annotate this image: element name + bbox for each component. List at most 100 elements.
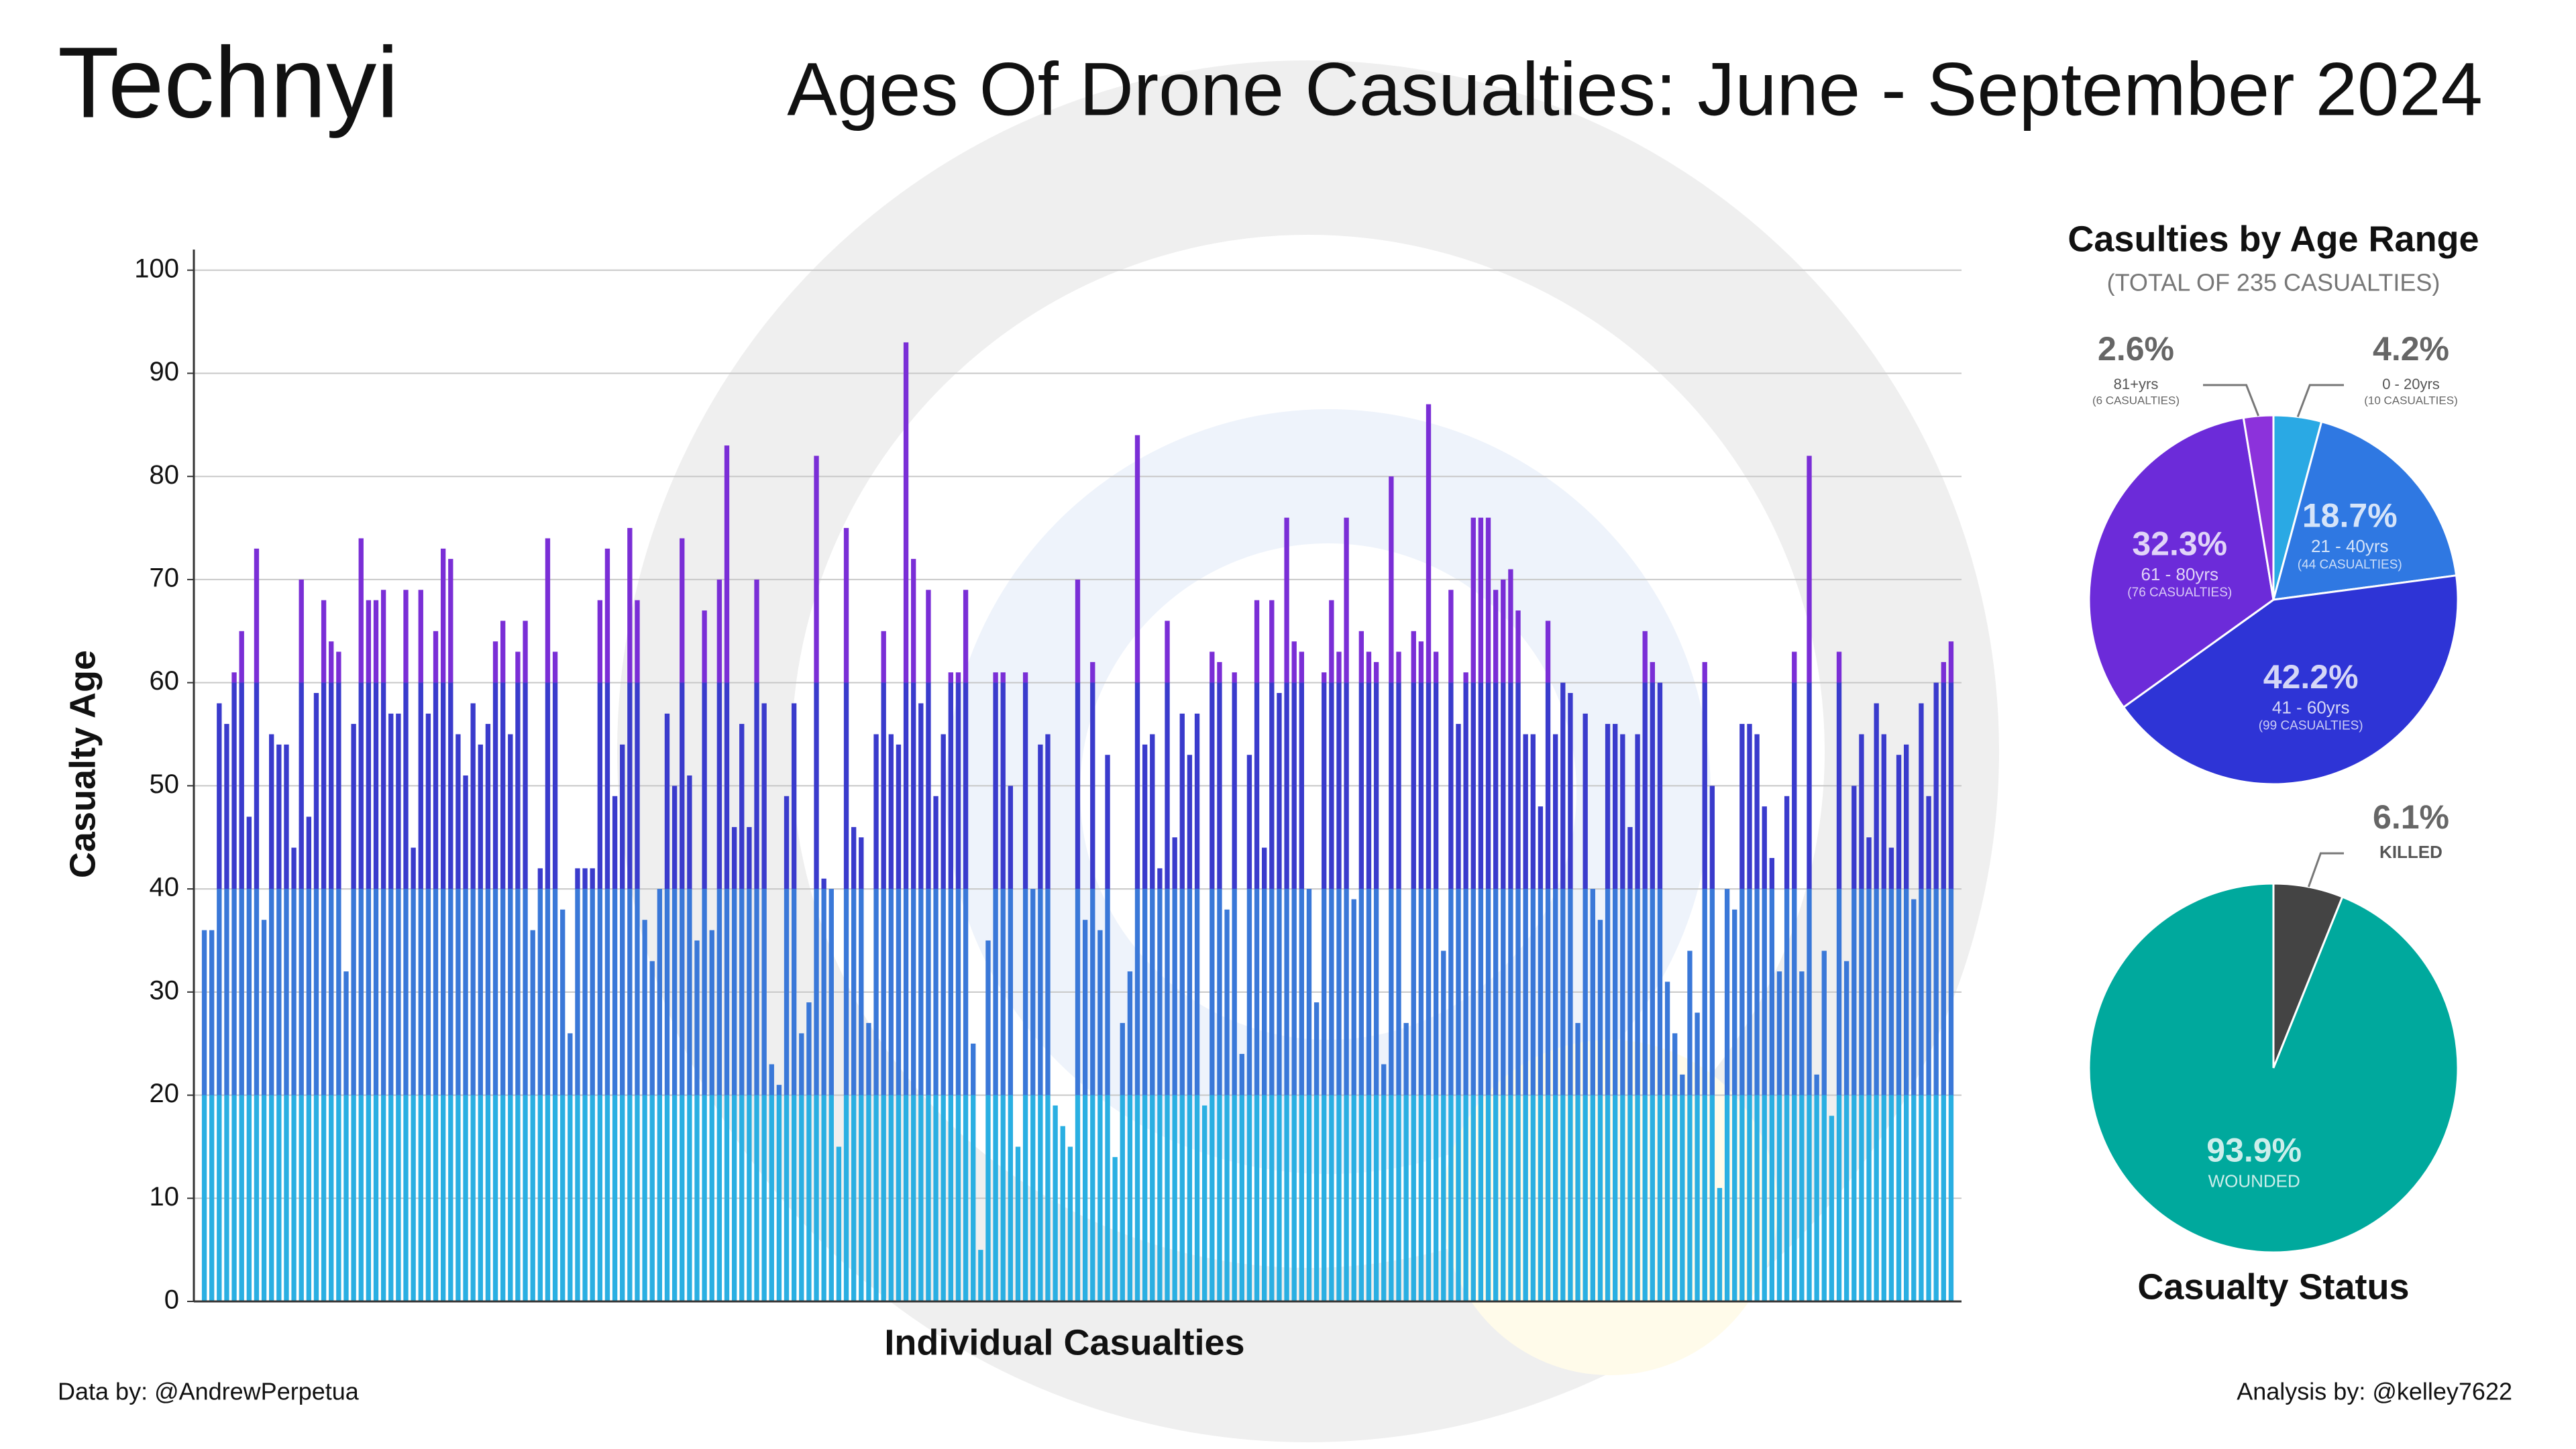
- bar: [411, 847, 416, 1301]
- bar: [523, 621, 528, 1301]
- slice-count-label: (10 CASUALTIES): [2364, 394, 2458, 407]
- bar: [1784, 796, 1790, 1301]
- bar: [1344, 517, 1349, 1301]
- bar: [306, 816, 312, 1301]
- bar: [396, 713, 401, 1301]
- bar: [366, 600, 372, 1301]
- bar: [799, 1033, 804, 1301]
- bar: [246, 816, 252, 1301]
- slice-value-label: 2.6%: [2098, 330, 2174, 368]
- footer-source: Data by: @AndrewPerpetua: [58, 1378, 360, 1405]
- slice-value-label: 4.2%: [2373, 330, 2449, 368]
- y-tick-label: 90: [150, 357, 180, 386]
- leader-line: [2296, 384, 2344, 417]
- bar: [425, 713, 431, 1301]
- slice-label: 0 - 20yrs: [2382, 376, 2440, 392]
- bar: [1306, 889, 1312, 1301]
- slice-value-label: 18.7%: [2302, 497, 2398, 535]
- bar: [1508, 569, 1513, 1301]
- bar: [911, 559, 916, 1301]
- bar: [1642, 631, 1648, 1301]
- bar: [1829, 1116, 1835, 1301]
- slice-value-label: 32.3%: [2132, 525, 2227, 562]
- y-tick-label: 10: [150, 1182, 180, 1212]
- bar: [1859, 734, 1864, 1301]
- bar: [1172, 837, 1177, 1301]
- bar: [201, 930, 207, 1301]
- footer-analysis: Analysis by: @kelley7622: [2237, 1378, 2512, 1405]
- bar: [680, 538, 685, 1301]
- bar: [1888, 847, 1894, 1301]
- bar: [1254, 600, 1260, 1301]
- bar: [828, 889, 834, 1301]
- bar: [1060, 1126, 1065, 1301]
- bar: [784, 796, 790, 1301]
- bar: [1389, 476, 1394, 1302]
- bar: [985, 940, 991, 1301]
- bar: [530, 930, 535, 1301]
- bar: [1792, 651, 1797, 1301]
- bar: [1097, 930, 1103, 1301]
- bar: [1493, 590, 1499, 1301]
- bar: [291, 847, 297, 1301]
- bar: [1776, 971, 1782, 1301]
- y-tick-label: 0: [164, 1285, 179, 1315]
- pie-title: Casulties by Age Range: [2068, 219, 2479, 259]
- bar: [1501, 579, 1506, 1301]
- pie-subtitle: (TOTAL OF 235 CASUALTIES): [2107, 269, 2440, 297]
- bar: [1448, 590, 1454, 1301]
- bar: [1903, 744, 1909, 1301]
- bar: [597, 600, 603, 1301]
- bar: [1396, 651, 1401, 1301]
- bar: [388, 713, 394, 1301]
- bar: [761, 703, 767, 1301]
- slice-label: 21 - 40yrs: [2311, 536, 2389, 556]
- bar: [1948, 641, 1954, 1301]
- bar: [1881, 734, 1886, 1301]
- bar: [1478, 517, 1484, 1301]
- bar: [731, 826, 737, 1301]
- y-tick-label: 80: [150, 460, 180, 490]
- bar: [1403, 1022, 1409, 1301]
- bar: [1232, 672, 1237, 1301]
- bar: [888, 734, 894, 1301]
- bar: [1582, 713, 1588, 1301]
- bar: [329, 641, 334, 1301]
- bar: [515, 651, 521, 1301]
- bar: [687, 775, 692, 1301]
- bar: [380, 590, 386, 1301]
- bar: [455, 734, 461, 1301]
- pie-title: Casualty Status: [2137, 1267, 2409, 1307]
- bar: [500, 621, 506, 1301]
- bar: [1664, 981, 1670, 1301]
- bar: [1747, 724, 1752, 1301]
- bar: [1560, 682, 1566, 1301]
- slice-count-label: (6 CASUALTIES): [2092, 394, 2180, 407]
- bar: [664, 713, 670, 1301]
- bar: [612, 796, 618, 1301]
- bar: [821, 878, 826, 1301]
- bar: [754, 579, 759, 1301]
- bar: [1911, 899, 1917, 1301]
- slice-label: 41 - 60yrs: [2272, 698, 2350, 718]
- pie-charts: 4.2% 0 - 20yrs (10 CASUALTIES) 18.7%21 - 40…: [2088, 330, 2459, 1254]
- bar: [672, 786, 678, 1301]
- slice-label: KILLED: [2379, 842, 2443, 862]
- bar: [1515, 610, 1521, 1301]
- bar: [1030, 889, 1036, 1301]
- bar: [1373, 661, 1379, 1301]
- bar: [1754, 734, 1760, 1301]
- bar: [1732, 909, 1737, 1301]
- slice-value-label: 93.9%: [2206, 1132, 2302, 1169]
- bar: [1874, 703, 1879, 1301]
- leader-line: [2203, 384, 2259, 417]
- bar: [747, 826, 752, 1301]
- bar: [575, 868, 580, 1301]
- bar: [642, 920, 647, 1301]
- bar: [843, 528, 849, 1301]
- bar: [1217, 661, 1222, 1301]
- logo-text: Technyi: [58, 26, 399, 139]
- x-axis-label: Individual Casualties: [884, 1322, 1244, 1362]
- bar: [299, 579, 304, 1301]
- bar: [814, 455, 819, 1302]
